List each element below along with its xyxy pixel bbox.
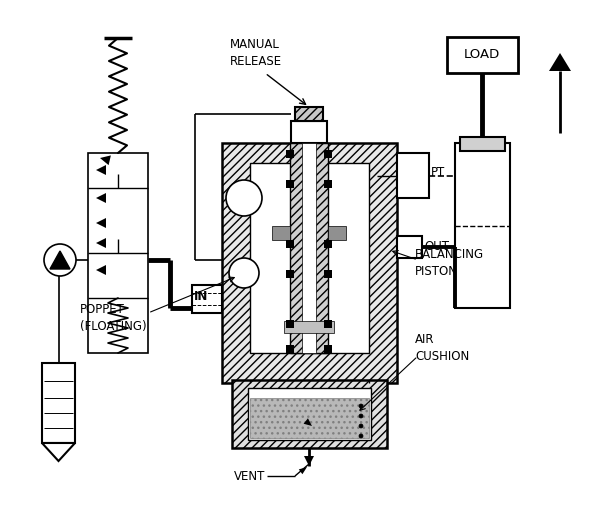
Bar [397, 153, 429, 198]
Bar [302, 143, 316, 353]
Polygon shape [96, 193, 106, 203]
Bar [250, 398, 369, 438]
Bar [284, 321, 334, 333]
Bar [248, 388, 371, 440]
Bar [291, 121, 327, 143]
Circle shape [229, 258, 259, 288]
Polygon shape [96, 265, 106, 275]
Bar [447, 37, 518, 73]
Bar [324, 320, 332, 328]
Circle shape [44, 244, 76, 276]
Bar [324, 240, 332, 248]
Bar [88, 153, 148, 353]
Text: MANUAL
RELEASE: MANUAL RELEASE [230, 38, 282, 68]
Text: POPPET
(FLOATING): POPPET (FLOATING) [80, 303, 146, 333]
Bar [250, 163, 369, 353]
Circle shape [226, 180, 262, 216]
Text: IN: IN [194, 290, 208, 303]
Polygon shape [96, 218, 106, 228]
Bar [397, 236, 422, 258]
Bar [286, 345, 294, 353]
Bar [324, 270, 332, 278]
Polygon shape [304, 456, 314, 466]
Text: BALANCING
PISTON: BALANCING PISTON [415, 248, 484, 278]
Bar [222, 143, 397, 383]
Circle shape [359, 434, 363, 438]
Bar [324, 345, 332, 353]
Bar [324, 180, 332, 188]
Bar [286, 320, 294, 328]
Bar [286, 240, 294, 248]
Bar [272, 226, 290, 240]
Bar [295, 107, 323, 121]
Polygon shape [304, 418, 312, 426]
Text: PT: PT [431, 166, 445, 180]
Bar [328, 226, 346, 240]
Circle shape [359, 414, 363, 418]
Bar [286, 150, 294, 158]
Bar [460, 137, 505, 151]
Text: AIR
CUSHION: AIR CUSHION [415, 333, 469, 363]
Bar [42, 363, 75, 443]
Polygon shape [42, 443, 75, 461]
Bar [286, 270, 294, 278]
Polygon shape [299, 467, 307, 474]
Polygon shape [50, 251, 70, 269]
Circle shape [359, 404, 363, 408]
Text: OUT: OUT [424, 240, 449, 253]
Bar [192, 285, 222, 313]
Polygon shape [96, 238, 106, 248]
Polygon shape [96, 165, 106, 175]
Bar [232, 380, 387, 448]
Text: LOAD: LOAD [464, 49, 500, 61]
Bar [290, 143, 328, 353]
Bar [286, 180, 294, 188]
Polygon shape [549, 53, 571, 71]
Polygon shape [100, 155, 111, 165]
Text: VENT: VENT [233, 469, 265, 483]
Circle shape [359, 424, 363, 428]
Bar [324, 150, 332, 158]
Bar [455, 143, 510, 308]
